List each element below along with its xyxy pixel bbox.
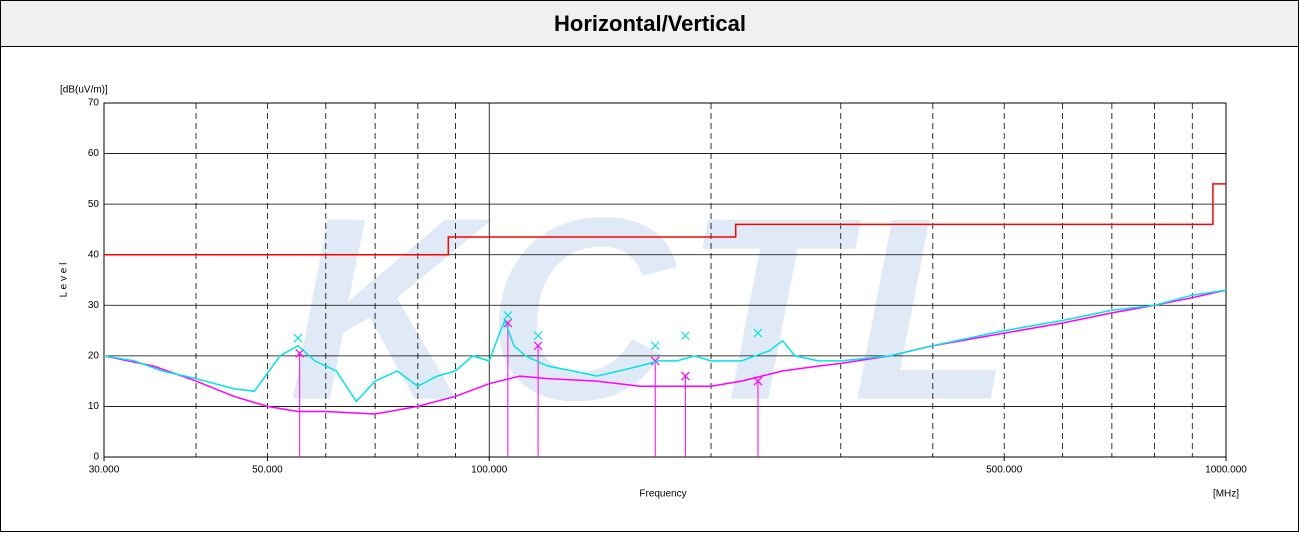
y-tick-label: 10: [88, 401, 100, 412]
x-tick-label: 30.000: [89, 465, 120, 476]
y-unit: [dB(uV/m)]: [60, 85, 108, 96]
peak-marker: [533, 331, 543, 341]
y-tick-label: 30: [88, 300, 100, 311]
y-tick-label: 60: [88, 148, 100, 159]
y-tick-label: 40: [88, 249, 100, 260]
peak-marker: [650, 356, 660, 366]
series-line: [103, 289, 1227, 403]
peak-marker: [753, 376, 763, 386]
peak-marker: [503, 310, 513, 320]
x-tick-label: 50.000: [252, 465, 283, 476]
plot-border: [103, 102, 1227, 458]
peak-marker: [293, 333, 303, 343]
peak-marker: [680, 371, 690, 381]
x-tick-label: 1000.000: [1205, 465, 1247, 476]
y-tick-label: 70: [88, 98, 100, 109]
series-line: [103, 289, 1227, 415]
y-tick-label: 20: [88, 350, 100, 361]
peak-marker: [533, 341, 543, 351]
peak-marker: [650, 341, 660, 351]
x-unit: [MHz]: [1213, 489, 1239, 500]
x-axis-label: Frequency: [639, 489, 686, 500]
x-tick-label: 500.000: [986, 465, 1023, 476]
y-tick-label: 50: [88, 199, 100, 210]
header: [0, 0, 1299, 47]
chart-title: Horizontal/Vertical: [554, 11, 746, 36]
y-tick-label: 0: [93, 452, 99, 463]
peak-marker: [680, 331, 690, 341]
x-tick-label: 100.000: [471, 465, 508, 476]
series-line: [104, 183, 1226, 256]
y-axis-label: L e v e l: [59, 263, 70, 298]
peak-marker: [753, 328, 763, 338]
